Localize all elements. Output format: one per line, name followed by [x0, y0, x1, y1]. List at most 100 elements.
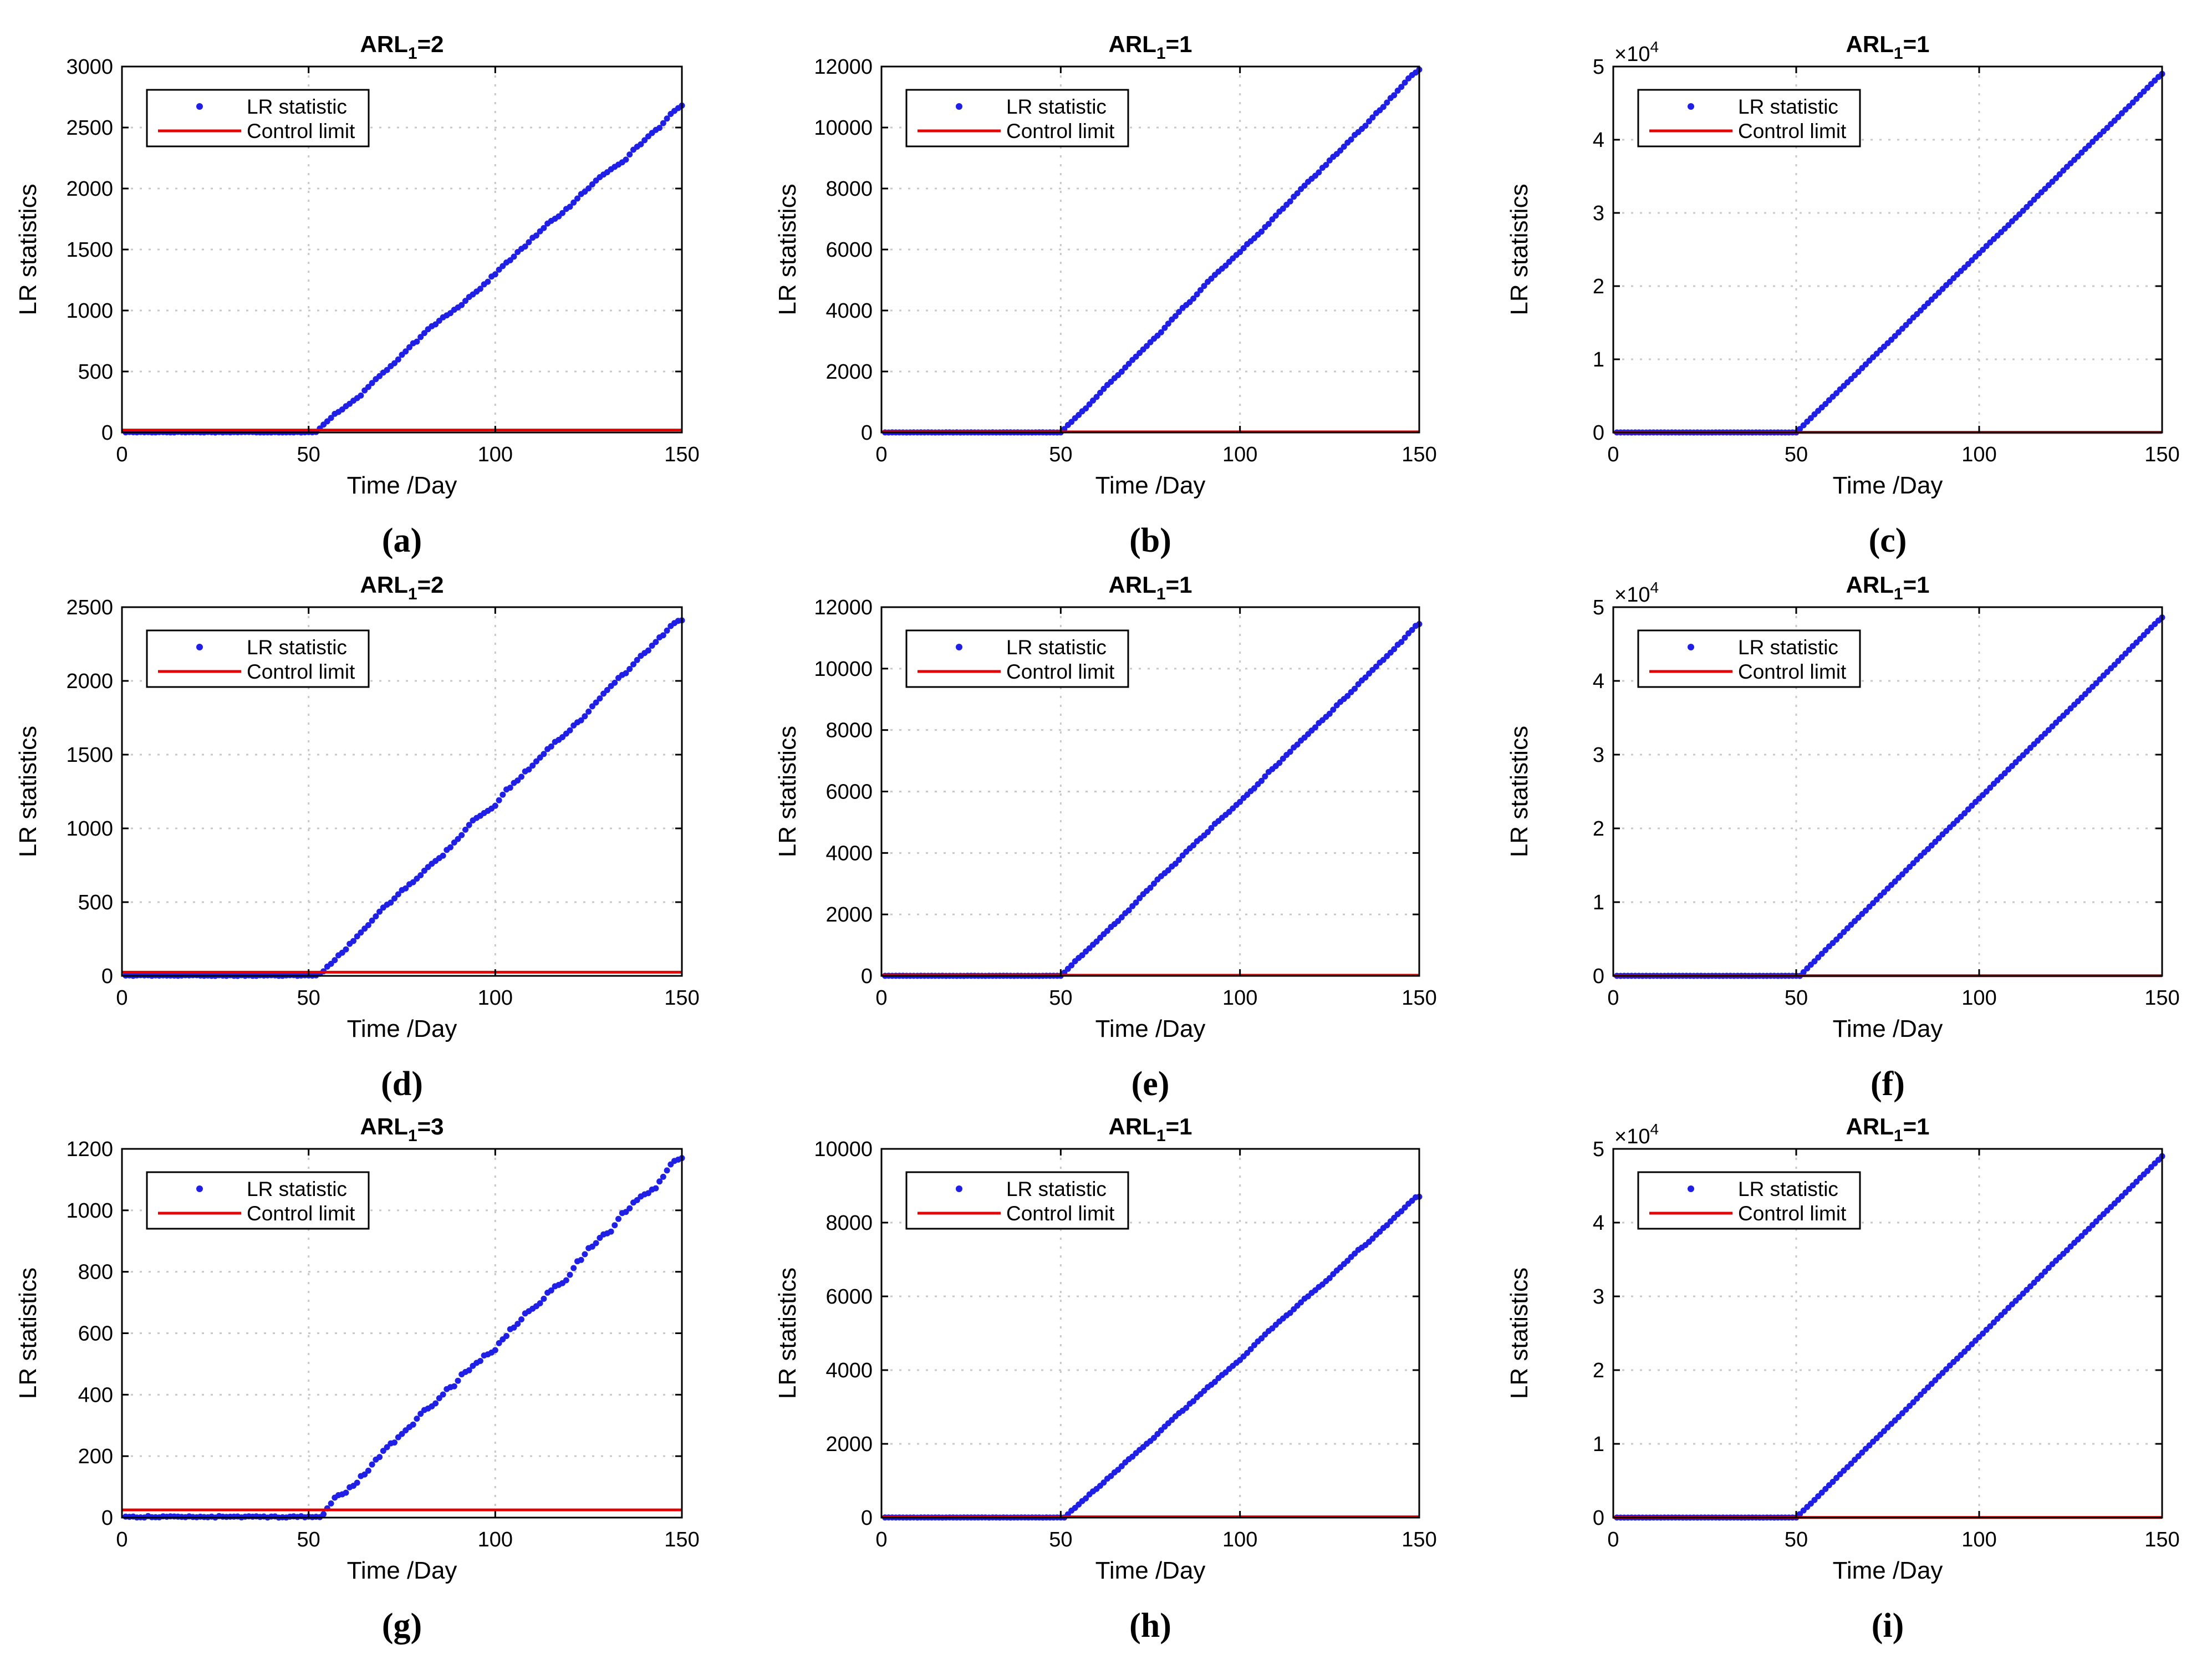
chart-i-lr-point — [2093, 1218, 2099, 1225]
chart-b-lr-point — [1190, 296, 1197, 302]
chart-e-y-tick-label: 2000 — [825, 903, 873, 927]
chart-b-lr-point — [1362, 123, 1369, 129]
chart-c-lr-point — [1822, 401, 1829, 408]
chart-c-caption: (c) — [1869, 522, 1907, 559]
chart-b-legend-box — [905, 89, 1129, 147]
chart-f-lr-point — [1935, 835, 1942, 842]
chart-e-lr-point — [1179, 852, 1186, 859]
chart-f-lr-point — [1873, 896, 1880, 903]
chart-i-x-tick-label: 100 — [1961, 1528, 1996, 1551]
chart-i-lr-point — [2148, 1164, 2154, 1170]
chart-b-y-tick-label: 6000 — [825, 238, 873, 262]
chart-i-y-tick-label: 4 — [1593, 1212, 1604, 1235]
chart-d-title-subscript: 1 — [408, 585, 417, 603]
chart-i-lr-point — [1987, 1323, 1994, 1330]
chart-b-x-axis-label: Time /Day — [1095, 472, 1206, 499]
chart-b-x-tick-label: 50 — [1049, 443, 1072, 466]
chart-c-legend-lr-label: LR statistic — [1738, 95, 1838, 118]
chart-d-lr-point — [589, 703, 595, 710]
chart-b-lr-point — [1093, 394, 1100, 400]
chart-b-lr-point — [1176, 309, 1183, 315]
chart-e-lr-point — [1287, 749, 1293, 755]
chart-d-lr-point — [466, 822, 472, 828]
chart-a-lr-point — [395, 356, 401, 363]
chart-i-title-main: ARL — [1846, 1113, 1894, 1139]
chart-f-lr-point — [2140, 632, 2147, 638]
chart-g-title-tail: =3 — [417, 1113, 444, 1139]
chart-g-legend-box — [146, 1171, 370, 1230]
chart-e-lr-point — [1276, 760, 1283, 766]
chart-c-lr-point — [2118, 110, 2125, 116]
chart-b-lr-point — [1100, 385, 1107, 392]
chart-c-y-tick-label: 5 — [1593, 55, 1604, 79]
chart-i-lr-point — [1833, 1475, 1840, 1481]
chart-d-axes-box — [121, 606, 683, 977]
chart-d-lr-point — [567, 727, 573, 734]
chart-f-lr-point — [2133, 639, 2140, 646]
chart-g-lr-point — [656, 1178, 663, 1185]
chart-g-x-tick-label: 100 — [478, 1528, 513, 1551]
chart-c-exponent-power: 4 — [1650, 38, 1659, 55]
chart-c-lr-point — [1903, 322, 1909, 328]
chart-c-legend-point-marker — [1688, 103, 1694, 110]
chart-f-lr-point — [2126, 647, 2133, 653]
chart-g-lr-point — [414, 1416, 420, 1422]
chart-e-title-main: ARL — [1109, 572, 1156, 598]
chart-d-lr-point — [369, 917, 375, 924]
chart-f-title-subscript: 1 — [1894, 585, 1903, 603]
chart-e-lr-point — [1352, 685, 1358, 692]
chart-h-y-tick-label: 4000 — [825, 1359, 873, 1382]
chart-d-y-axis-label: LR statistics — [14, 726, 42, 857]
chart-b-lr-point — [1197, 287, 1204, 293]
chart-c-legend-box — [1637, 89, 1861, 147]
chart-b-lr-point — [1366, 118, 1372, 125]
chart-i-x-tick-label: 150 — [2144, 1528, 2179, 1551]
chart-a-lr-point — [511, 253, 517, 260]
chart-b-lr-point — [1287, 198, 1293, 205]
chart-i-exponent-label: ×104 — [1614, 1121, 1659, 1148]
chart-g-title: ARL1=3 — [360, 1113, 444, 1145]
chart-b-lr-point — [1122, 364, 1129, 371]
chart-b-lr-point — [1118, 368, 1125, 375]
chart-g-lr-point — [653, 1185, 659, 1192]
chart-i-lr-point — [1965, 1345, 1971, 1351]
chart-i-lr-point — [1855, 1453, 1862, 1459]
chart-b-y-tick-label: 8000 — [825, 177, 873, 201]
chart-e: 0 50 100 150 0 2000 4000 6000 8000 10000 12000 ARL1… — [774, 572, 1437, 1103]
chart-i-lr-point — [1866, 1442, 1873, 1449]
chart-b-lr-point — [1401, 79, 1408, 86]
chart-a-title: ARL1=2 — [360, 31, 444, 63]
chart-a-lr-point — [391, 360, 397, 367]
chart-d-title-main: ARL — [360, 572, 408, 598]
chart-f-title: ARL1=1 — [1846, 572, 1930, 603]
chart-a-lr-point — [417, 334, 424, 340]
chart-c-lr-point — [2075, 153, 2081, 160]
chart-f-exponent-label: ×104 — [1614, 579, 1659, 607]
chart-e-lr-point — [1104, 928, 1110, 934]
chart-g-lr-point — [391, 1439, 397, 1446]
chart-g-lr-point — [570, 1265, 577, 1271]
chart-e-lr-point — [1118, 914, 1125, 920]
chart-f-lr-point — [2111, 661, 2118, 668]
chart-e-lr-point — [1330, 706, 1337, 713]
chart-a-y-tick-label: 2000 — [66, 177, 113, 201]
chart-h-x-axis-label: Time /Day — [1095, 1557, 1206, 1584]
chart-a-lr-point — [365, 384, 371, 390]
chart-d-lr-point — [376, 908, 383, 915]
chart-f-x-tick-label: 100 — [1961, 986, 1996, 1010]
chart-g-lr-point — [496, 1340, 502, 1346]
chart-d-lr-point — [354, 933, 360, 940]
chart-b-caption: (b) — [1129, 522, 1171, 559]
chart-c-lr-point — [2020, 207, 2026, 214]
chart-c-lr-point — [2005, 222, 2012, 228]
chart-a-lr-point — [660, 120, 666, 126]
chart-d-lr-point — [660, 632, 666, 639]
chart-i-lr-point — [1880, 1428, 1887, 1434]
chart-i-x-tick-label: 0 — [1607, 1528, 1619, 1551]
chart-c-lr-point — [1855, 369, 1862, 375]
chart-d-lr-point — [537, 754, 543, 761]
chart-c-lr-point — [2129, 99, 2136, 106]
